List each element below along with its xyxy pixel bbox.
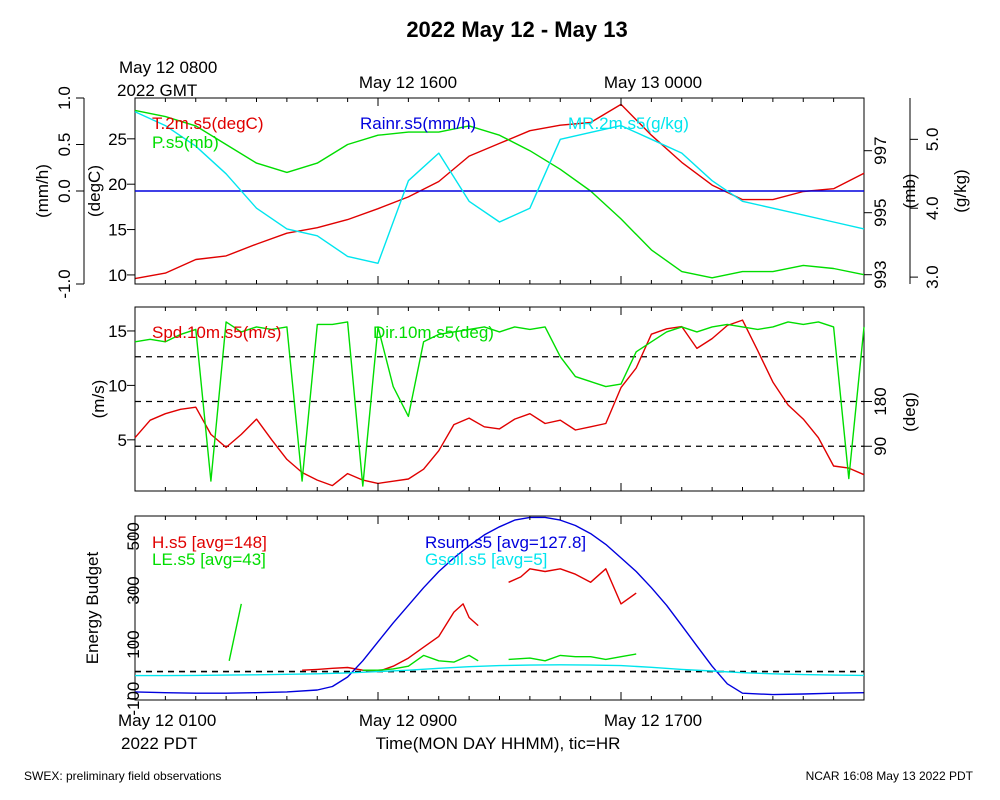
top-axis-start-line1: May 12 0800 [119,58,217,77]
tick-label-rain: 0.0 [55,179,74,203]
tick-label-spd: 10 [108,376,127,395]
top-axis-tick1-label: May 12 1600 [359,73,457,92]
legend-mixing-ratio: MR.2m.s5(g/kg) [568,114,689,133]
tick-label-energy: 500 [124,522,143,550]
tick-label-energy: -100 [124,682,143,716]
series-line-h-bottom [508,568,637,605]
series-line-le-bottom [508,653,637,662]
top-axis-start-line2: 2022 GMT [117,81,197,100]
legend-direction: Dir.10m.s5(deg) [373,323,494,342]
legend-pressure: P.s5(mb) [152,133,219,152]
tick-label-mr: 5.0 [923,128,942,152]
axis-label-speed: (m/s) [89,380,108,419]
legend-soil-heat: Gsoil.s5 [avg=5] [425,550,547,569]
tick-label-spd: 5 [118,431,127,450]
tick-label-temp: 10 [108,266,127,285]
chart-title: 2022 May 12 - May 13 [406,17,627,42]
series-line-dir-middle [134,321,865,487]
series-line-gsoil-bottom [135,664,865,677]
axis-label-energy: Energy Budget [83,551,102,664]
tick-label-pres: 993 [871,261,890,289]
series-layer [134,103,865,696]
legend-net-radiation: Rsum.s5 [avg=127.8] [425,533,586,552]
series-line-p-top [134,109,865,279]
tick-label-energy: 100 [124,630,143,658]
bottom-axis-tick2-label: May 12 1700 [604,711,702,730]
bottom-axis-start-line1: May 12 0100 [118,711,216,730]
legend-latent-heat: LE.s5 [avg=43] [152,550,266,569]
reference-lines [135,356,864,673]
tick-label-mr: 3.0 [923,265,942,289]
tick-label-temp: 20 [108,175,127,194]
tick-label-dir: 180 [871,387,890,415]
axis-label-temp: (degC) [85,165,104,217]
tick-label-dir: 90 [871,437,890,456]
series-line-spd-middle [134,319,865,487]
series-line-mr-top [134,111,865,264]
tick-label-temp: 15 [108,221,127,240]
axis-label-mixing-ratio: (g/kg) [951,169,970,212]
footer-right: NCAR 16:08 May 13 2022 PDT [806,769,974,783]
tick-label-pres: 997 [871,137,890,165]
series-line-t-top [134,103,865,280]
axis-label-pressure: (mb) [900,174,919,209]
bottom-axis-tick1-label: May 12 0900 [359,711,457,730]
bottom-axis-start-line2: 2022 PDT [121,734,198,753]
axis-label-direction: (deg) [900,392,919,432]
legend-temp: T.2m.s5(degC) [152,114,263,133]
legend-rain: Rainr.s5(mm/h) [360,114,476,133]
series-line-le-bottom [362,654,479,671]
x-axis-title: Time(MON DAY HHMM), tic=HR [376,734,621,753]
tick-label-rain: 0.5 [55,133,74,157]
top-axis-tick2-label: May 13 0000 [604,73,702,92]
tick-label-spd: 15 [108,322,127,341]
tick-label-rain: -1.0 [55,269,74,298]
tick-label-mr: 4.0 [923,196,942,220]
series-line-le-bottom [228,603,242,661]
tick-label-pres: 995 [871,199,890,227]
legend-speed: Spd.10m.s5(m/s) [152,323,281,342]
series-line-h-bottom [302,603,479,673]
tick-label-energy: 300 [124,576,143,604]
tick-label-rain: 1.0 [55,86,74,110]
tick-label-temp: 25 [108,130,127,149]
footer-left: SWEX: preliminary field observations [24,769,221,783]
series-line-rsum-bottom [134,516,865,696]
axes-layer: -1.0 0.0 0.5 1.0 10 15 20 25 993 995 997 3.0 4.0 5.0 5… [55,86,942,715]
axis-label-rain: (mm/h) [33,164,52,218]
legend-sensible-heat: H.s5 [avg=148] [152,533,267,552]
